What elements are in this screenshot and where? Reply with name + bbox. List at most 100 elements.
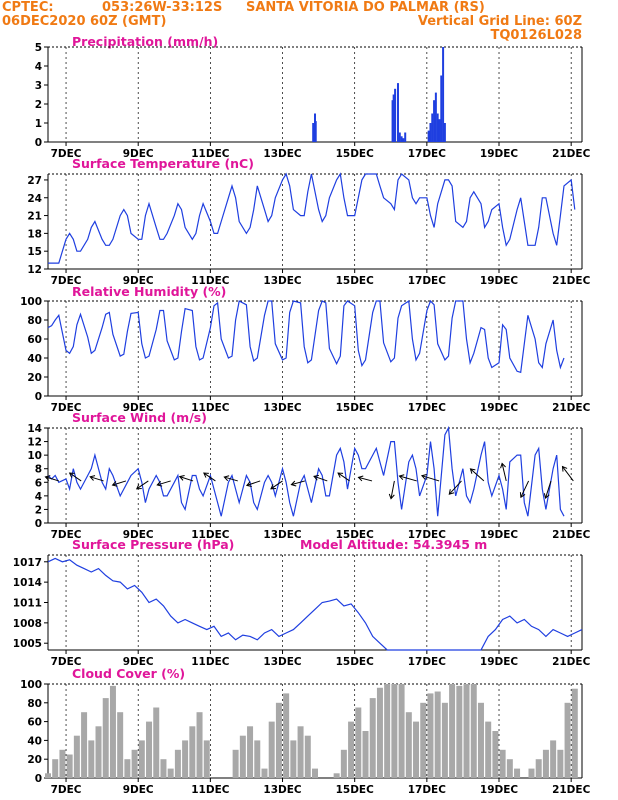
y-tick-label: 14 xyxy=(27,423,42,435)
wind-vector-head xyxy=(448,489,455,495)
data-bar xyxy=(485,721,492,778)
data-bar xyxy=(247,726,254,778)
x-tick-label: 21DEC xyxy=(552,402,591,414)
y-tick-label: 3 xyxy=(35,80,42,92)
wind-vector xyxy=(399,475,417,482)
data-bar xyxy=(492,731,499,778)
wind-vector-head xyxy=(203,472,209,478)
data-bar xyxy=(45,773,51,778)
x-tick-label: 15DEC xyxy=(336,656,375,668)
x-tick-label: 21DEC xyxy=(552,148,591,160)
x-tick-label: 13DEC xyxy=(263,275,302,287)
data-bar xyxy=(470,684,477,778)
wind-vector xyxy=(390,480,395,499)
data-bar xyxy=(506,759,513,778)
panel-temperature: Surface Temperature (nC) 12 15 18 21 24 27 7DEC… xyxy=(27,156,590,287)
data-bar xyxy=(297,726,304,778)
x-tick-label: 19DEC xyxy=(480,275,519,287)
data-bar xyxy=(449,684,456,778)
x-tick-label: 21DEC xyxy=(552,784,591,796)
data-bar xyxy=(268,721,275,778)
x-tick-label: 7DEC xyxy=(51,784,82,796)
data-bar xyxy=(81,712,88,778)
y-tick-label: 0 xyxy=(35,391,42,403)
data-bar xyxy=(427,130,430,142)
y-tick-label: 8 xyxy=(35,464,42,476)
x-tick-label: 19DEC xyxy=(480,148,519,160)
header-coordinates: 053:26W-33:12S xyxy=(102,0,222,15)
data-bar xyxy=(550,740,557,778)
wind-vector xyxy=(358,476,373,482)
y-tick-label: 1011 xyxy=(13,598,42,610)
data-bar xyxy=(88,740,95,778)
x-tick-label: 11DEC xyxy=(191,529,230,541)
x-tick-label: 7DEC xyxy=(51,148,82,160)
data-bar xyxy=(394,88,397,142)
wind-vector-head xyxy=(178,474,185,481)
x-tick-label: 11DEC xyxy=(191,656,230,668)
x-tick-label: 17DEC xyxy=(408,275,447,287)
x-tick-label: 11DEC xyxy=(191,784,230,796)
wind-vector xyxy=(90,476,104,482)
wind-vector-head xyxy=(561,465,568,472)
x-tick-label: 19DEC xyxy=(480,402,519,414)
wind-vector xyxy=(246,480,261,486)
data-bar xyxy=(499,749,506,778)
x-tick-label: 9DEC xyxy=(123,148,154,160)
data-bar xyxy=(362,731,369,778)
data-bar xyxy=(95,726,102,778)
data-bar xyxy=(59,749,66,778)
data-bar xyxy=(312,123,315,142)
y-tick-label: 12 xyxy=(27,437,42,449)
data-series-line xyxy=(47,425,565,517)
y-tick-label: 5 xyxy=(35,42,42,54)
y-tick-label: 100 xyxy=(20,679,42,691)
y-tick-label: 100 xyxy=(20,296,42,308)
y-tick-label: 21 xyxy=(27,211,42,223)
wind-vector-head xyxy=(290,480,297,487)
wind-vector-head xyxy=(469,468,476,474)
y-tick-label: 4 xyxy=(35,61,42,73)
model-altitude-annotation: Model Altitude: 54.3945 m xyxy=(300,537,487,552)
x-tick-label: 11DEC xyxy=(191,402,230,414)
panel-title: Surface Temperature (nC) xyxy=(72,156,254,171)
panel-title: Surface Wind (m/s) xyxy=(72,410,207,425)
x-tick-label: 13DEC xyxy=(263,656,302,668)
panel-cloud-cover: Cloud Cover (%) 0 20 40 60 80 100 7DEC 9DEC 11DEC… xyxy=(20,666,590,796)
x-tick-label: 17DEC xyxy=(408,656,447,668)
data-bar xyxy=(443,123,446,142)
x-tick-label: 13DEC xyxy=(263,529,302,541)
y-tick-label: 6 xyxy=(35,477,42,489)
x-tick-label: 15DEC xyxy=(336,529,375,541)
data-bar xyxy=(433,100,436,142)
data-bar xyxy=(304,735,311,778)
header-station: SANTA VITORIA DO PALMAR (RS) xyxy=(246,0,485,15)
data-bar xyxy=(340,749,347,778)
header-model-id: TQ0126L028 xyxy=(490,28,582,43)
y-tick-label: 1 xyxy=(35,118,42,130)
x-tick-label: 21DEC xyxy=(552,656,591,668)
data-bar xyxy=(312,768,318,778)
wind-vector xyxy=(69,472,82,482)
data-bar xyxy=(441,702,448,778)
data-bar xyxy=(153,707,160,778)
wind-vector-head xyxy=(388,493,395,500)
y-tick-label: 18 xyxy=(27,228,42,240)
x-tick-label: 9DEC xyxy=(123,275,154,287)
data-bar xyxy=(314,121,317,142)
y-tick-label: 20 xyxy=(27,372,42,384)
data-bar xyxy=(138,740,145,778)
panel-title: Precipitation (mm/h) xyxy=(72,34,218,49)
x-tick-label: 11DEC xyxy=(191,148,230,160)
data-bar xyxy=(391,684,398,778)
header: CPTEC: 053:26W-33:12S SANTA VITORIA DO P… xyxy=(2,0,582,43)
data-bar xyxy=(131,749,138,778)
y-tick-label: 10 xyxy=(27,450,42,462)
data-bar xyxy=(102,698,109,778)
wind-vector xyxy=(291,480,306,486)
header-grid-line-note: Vertical Grid Line: 60Z xyxy=(418,14,582,29)
wind-vector-head xyxy=(68,472,75,478)
x-tick-label: 11DEC xyxy=(191,275,230,287)
x-tick-label: 15DEC xyxy=(336,784,375,796)
x-tick-label: 17DEC xyxy=(408,784,447,796)
